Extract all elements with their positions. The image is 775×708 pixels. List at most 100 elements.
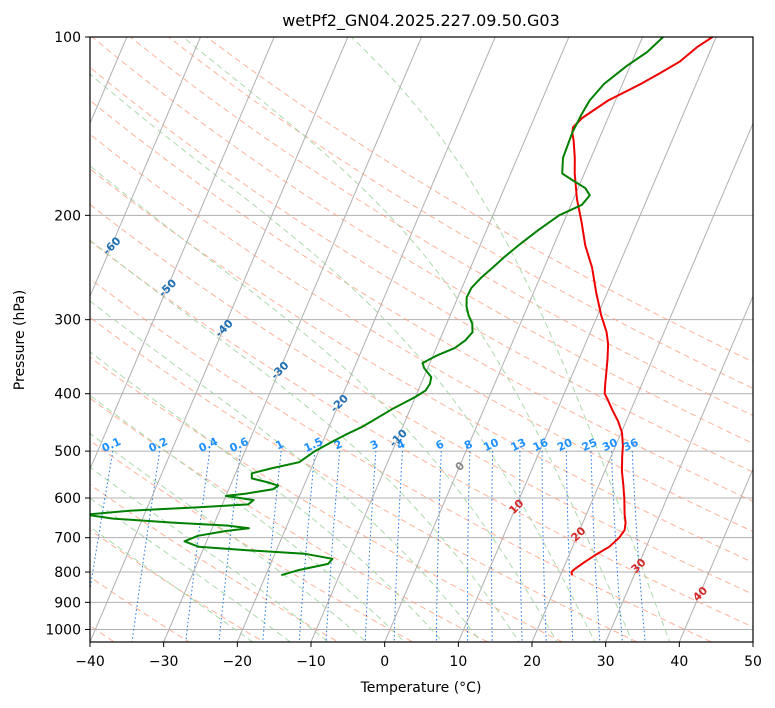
mixing-ratio-line bbox=[631, 451, 646, 642]
mixing-ratio-label: 6 bbox=[434, 437, 447, 452]
mixing-ratio-label: 10 bbox=[481, 436, 501, 454]
mixing-ratio-label: 1.5 bbox=[302, 435, 325, 455]
dry-adiabats bbox=[90, 37, 753, 642]
mixing-ratio-label: 16 bbox=[531, 436, 551, 454]
mixing-ratio-label: 25 bbox=[580, 436, 599, 454]
isotherm-line bbox=[163, 37, 422, 642]
y-tick-label: 400 bbox=[54, 387, 81, 403]
mixing-ratio-label: 20 bbox=[555, 436, 575, 454]
moist-adiabat bbox=[90, 300, 482, 642]
moist-adiabat bbox=[90, 351, 444, 642]
isotherm-label: 10 bbox=[506, 497, 526, 517]
plot-area: 0.10.20.40.611.52346810131620253036-100-… bbox=[0, 37, 753, 642]
x-axis-label: Temperature (°C) bbox=[360, 680, 482, 696]
isotherm-line bbox=[605, 295, 753, 642]
moist-adiabat bbox=[90, 432, 368, 642]
moist-adiabat bbox=[90, 466, 330, 642]
mixing-ratio-line bbox=[611, 451, 623, 642]
moist-adiabat bbox=[90, 497, 292, 642]
mixing-ratio-line bbox=[466, 451, 471, 642]
isotherm-line bbox=[752, 640, 753, 642]
isotherm-line bbox=[531, 122, 753, 642]
x-tick-label: −10 bbox=[296, 654, 326, 670]
mixing-ratio-line bbox=[590, 451, 601, 642]
mixing-ratio-line bbox=[565, 451, 574, 642]
plot-frame bbox=[89, 36, 754, 643]
moist-adiabat bbox=[90, 239, 520, 642]
y-tick-label: 500 bbox=[54, 444, 81, 460]
dry-adiabat bbox=[90, 133, 753, 533]
isotherm-line bbox=[310, 37, 570, 642]
x-axis-ticks: −40 −30 −20 −10 0 10 20 30 40 50 bbox=[75, 642, 762, 670]
y-tick-label: 1000 bbox=[45, 622, 81, 638]
y-tick-label: 100 bbox=[54, 30, 81, 46]
x-tick-label: 40 bbox=[670, 654, 688, 670]
dry-adiabat bbox=[205, 37, 753, 363]
mixing-ratio-line bbox=[90, 451, 114, 593]
mixing-ratio-line bbox=[325, 451, 341, 642]
isotherm-label: -50 bbox=[156, 276, 179, 299]
isotherm-line bbox=[90, 37, 275, 471]
mixing-ratio-line bbox=[185, 451, 211, 642]
mixing-ratio-lines bbox=[90, 451, 646, 642]
mixing-ratio-line bbox=[519, 451, 523, 642]
isotherm-label: -80 bbox=[0, 132, 20, 155]
isotherm-line bbox=[457, 37, 717, 642]
y-tick-label: 900 bbox=[54, 595, 81, 611]
isotherm-label: 30 bbox=[629, 556, 649, 576]
y-tick-label: 300 bbox=[54, 313, 81, 329]
dry-adiabat bbox=[90, 240, 753, 628]
dewpoint-line bbox=[90, 37, 664, 577]
x-tick-label: 20 bbox=[523, 654, 541, 670]
dry-adiabat bbox=[90, 483, 340, 642]
mixing-ratio-label: 0.4 bbox=[197, 435, 220, 455]
isotherm-label: -70 bbox=[50, 180, 73, 203]
y-tick-label: 800 bbox=[54, 565, 81, 581]
chart-title: wetPf2_GN04.2025.227.09.50.G03 bbox=[282, 11, 560, 31]
mixing-ratio-label: 13 bbox=[509, 436, 528, 454]
dry-adiabat bbox=[90, 203, 753, 595]
x-tick-label: 30 bbox=[597, 654, 615, 670]
dry-adiabat bbox=[90, 576, 190, 642]
x-tick-label: −30 bbox=[149, 654, 179, 670]
dry-adiabat bbox=[90, 278, 713, 642]
mixing-ratio-line bbox=[218, 451, 241, 642]
mixing-ratio-line bbox=[490, 451, 494, 642]
dry-adiabat bbox=[90, 66, 753, 473]
mixing-ratio-label: 0.6 bbox=[227, 435, 250, 455]
moist-adiabat bbox=[90, 73, 596, 642]
mixing-ratio-label: 30 bbox=[600, 436, 620, 454]
mixing-ratio-label: 2 bbox=[332, 437, 344, 452]
dry-adiabat bbox=[90, 529, 265, 642]
dry-adiabat bbox=[167, 37, 753, 389]
skewed-isotherms bbox=[90, 37, 753, 642]
dry-adiabat bbox=[90, 356, 564, 642]
x-tick-label: 10 bbox=[449, 654, 467, 670]
profile-series bbox=[90, 37, 714, 577]
isotherm-line bbox=[236, 37, 496, 642]
mixing-ratio-label: 3 bbox=[368, 437, 380, 452]
isotherm-label: -20 bbox=[328, 392, 351, 415]
dry-adiabat bbox=[129, 37, 753, 417]
x-tick-label: −20 bbox=[223, 654, 253, 670]
dry-adiabat bbox=[90, 168, 753, 564]
pressure-gridlines bbox=[90, 37, 753, 630]
mixing-ratio-line bbox=[541, 451, 547, 642]
isotherm-label: -10 bbox=[387, 426, 410, 449]
y-tick-label: 700 bbox=[54, 531, 81, 547]
isotherm-label: -30 bbox=[268, 359, 291, 382]
y-axis-ticks: 100 200 300 400 500 600 700 800 900 1000 bbox=[45, 30, 90, 638]
moist-adiabat bbox=[350, 37, 671, 642]
moist-adiabat bbox=[90, 526, 254, 642]
mixing-ratio-line bbox=[435, 451, 442, 642]
y-axis-label: Pressure (hPa) bbox=[12, 290, 28, 390]
dry-adiabat bbox=[90, 99, 753, 502]
temperature-line bbox=[570, 37, 714, 576]
x-tick-label: 0 bbox=[380, 654, 389, 670]
mixing-ratio-label: 36 bbox=[621, 436, 641, 454]
moist-adiabat bbox=[90, 394, 406, 642]
isotherm-line bbox=[90, 37, 201, 298]
moist-adiabat bbox=[90, 165, 558, 642]
isotherm-line bbox=[678, 467, 753, 642]
